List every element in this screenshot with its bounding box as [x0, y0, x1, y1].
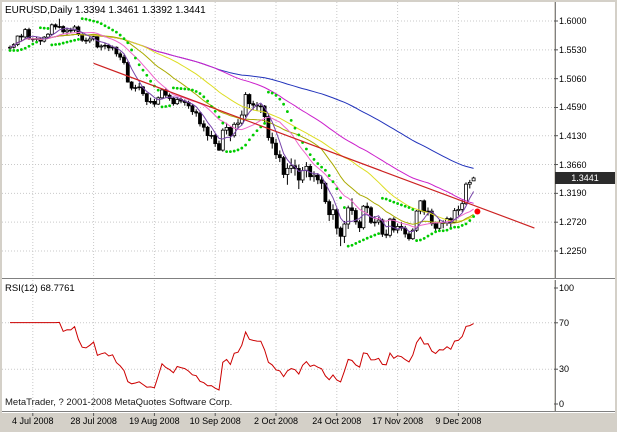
rsi-indicator-pane[interactable]: [2, 280, 554, 411]
price-axis-label: 1.5060: [559, 73, 587, 84]
date-axis-label: 4 Jul 2008: [12, 416, 54, 426]
date-axis-label: 19 Aug 2008: [129, 416, 180, 426]
price-chart-pane[interactable]: [2, 2, 554, 278]
date-axis[interactable]: [2, 413, 615, 430]
rsi-axis-label: 30: [559, 364, 570, 375]
rsi-axis-label: 70: [559, 317, 570, 328]
price-axis-label: 1.5530: [559, 44, 587, 55]
date-axis-label: 10 Sep 2008: [189, 416, 241, 426]
rsi-axis-label: 100: [559, 283, 575, 293]
rsi-indicator-label: RSI(12) 68.7761: [5, 283, 75, 294]
rsi-axis-label: 0: [559, 399, 565, 409]
chart-title: EURUSD,Daily 1.3394 1.3461 1.3392 1.3441: [5, 5, 206, 16]
date-axis-label: 28 Jul 2008: [70, 416, 117, 426]
price-axis-label: 1.4590: [559, 102, 587, 113]
price-axis-label: 1.4130: [559, 130, 587, 141]
date-axis-label: 2 Oct 2008: [253, 416, 299, 426]
current-price-tag: 1.3441: [555, 171, 615, 184]
bottom-separator: [2, 411, 615, 413]
price-axis-label: 1.3660: [559, 159, 587, 170]
price-axis[interactable]: [555, 2, 615, 411]
date-axis-label: 9 Dec 2008: [435, 416, 482, 426]
date-axis-label: 17 Nov 2008: [372, 416, 424, 426]
copyright-watermark: MetaTrader, ? 2001-2008 MetaQuotes Softw…: [5, 397, 233, 408]
price-axis-label: 1.2250: [559, 246, 587, 256]
price-axis-label: 1.6000: [559, 16, 587, 26]
pane-separator[interactable]: [2, 278, 615, 280]
date-axis-label: 24 Oct 2008: [312, 416, 362, 426]
price-axis-label: 1.2720: [559, 217, 587, 228]
price-axis-label: 1.3190: [559, 188, 587, 199]
